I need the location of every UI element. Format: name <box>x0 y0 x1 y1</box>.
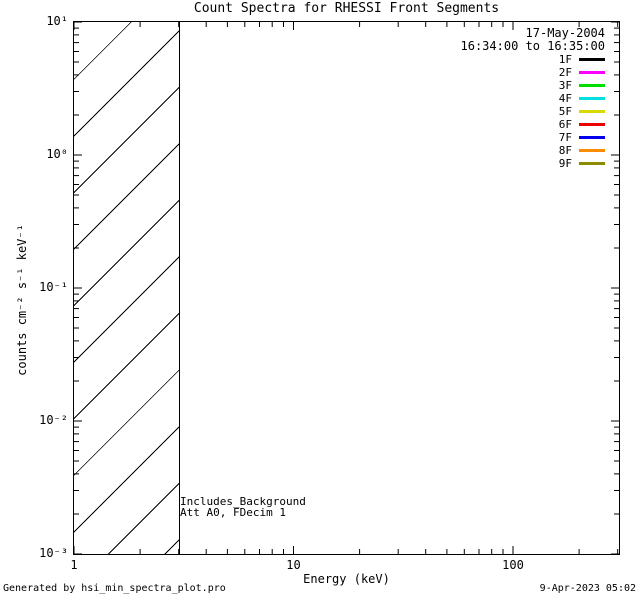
x-tick-label: 10 <box>286 558 301 572</box>
footer-generated-by: Generated by hsi_min_spectra_plot.pro <box>3 583 226 594</box>
axis-ticks <box>74 22 619 554</box>
legend-entry-6f: 6F <box>461 118 605 131</box>
legend-entry-label: 2F <box>558 66 572 79</box>
plot-title: Count Spectra for RHESSI Front Segments <box>193 1 500 16</box>
legend-entry-label: 5F <box>558 105 572 118</box>
legend-time-range: 16:34:00 to 16:35:00 <box>460 39 606 53</box>
legend-entry-1f: 1F <box>461 53 605 66</box>
annotation-attenuator: Att A0, FDecim 1 <box>180 506 286 519</box>
y-axis-title: counts cm⁻² s⁻¹ keV⁻¹ <box>15 224 29 376</box>
legend-color-swatch <box>579 71 605 74</box>
legend-entry-label: 9F <box>558 157 572 170</box>
x-axis-title: Energy (keV) <box>303 572 390 586</box>
legend-entry-label: 1F <box>558 53 572 66</box>
y-tick-label: 10⁰ <box>46 147 68 161</box>
y-tick-label: 10⁻¹ <box>39 280 68 294</box>
legend-color-swatch <box>579 123 605 126</box>
legend: 17-May-2004 16:34:00 to 16:35:00 1F 2F 3F 4… <box>460 26 606 170</box>
legend-entry-5f: 5F <box>461 105 605 118</box>
legend-entry-label: 4F <box>558 92 572 105</box>
x-tick-label: 100 <box>502 558 524 572</box>
legend-entry-3f: 3F <box>461 79 605 92</box>
x-tick-label: 1 <box>70 558 78 572</box>
y-tick-label: 10⁻³ <box>39 546 68 560</box>
legend-entry-9f: 9F <box>461 157 605 170</box>
legend-entry-label: 7F <box>558 131 572 144</box>
legend-entry-2f: 2F <box>461 66 605 79</box>
plot-annotations: Includes_Background Att A0, FDecim 1 <box>180 496 306 518</box>
legend-entry-label: 3F <box>558 79 572 92</box>
legend-color-swatch <box>579 149 605 152</box>
legend-color-swatch <box>579 110 605 113</box>
annotation-background: Includes_Background <box>180 495 306 508</box>
legend-entries: 1F 2F 3F 4F 5F 6F 7F 8F 9F <box>461 53 605 170</box>
legend-color-swatch <box>579 136 605 139</box>
legend-entry-7f: 7F <box>461 131 605 144</box>
legend-entry-8f: 8F <box>461 144 605 157</box>
legend-date: 17-May-2004 <box>525 26 605 40</box>
legend-color-swatch <box>579 58 605 61</box>
plot-area: Includes_Background Att A0, FDecim 1 <box>73 21 620 555</box>
y-tick-label: 10¹ <box>46 14 68 28</box>
legend-entry-4f: 4F <box>461 92 605 105</box>
hatched-low-energy-region <box>74 22 180 554</box>
y-tick-label: 10⁻² <box>39 413 68 427</box>
legend-color-swatch <box>579 84 605 87</box>
legend-entry-label: 6F <box>558 118 572 131</box>
legend-entry-label: 8F <box>558 144 572 157</box>
footer-datetime: 9-Apr-2023 05:02 <box>539 583 636 594</box>
legend-color-swatch <box>579 97 605 100</box>
legend-color-swatch <box>579 162 605 165</box>
